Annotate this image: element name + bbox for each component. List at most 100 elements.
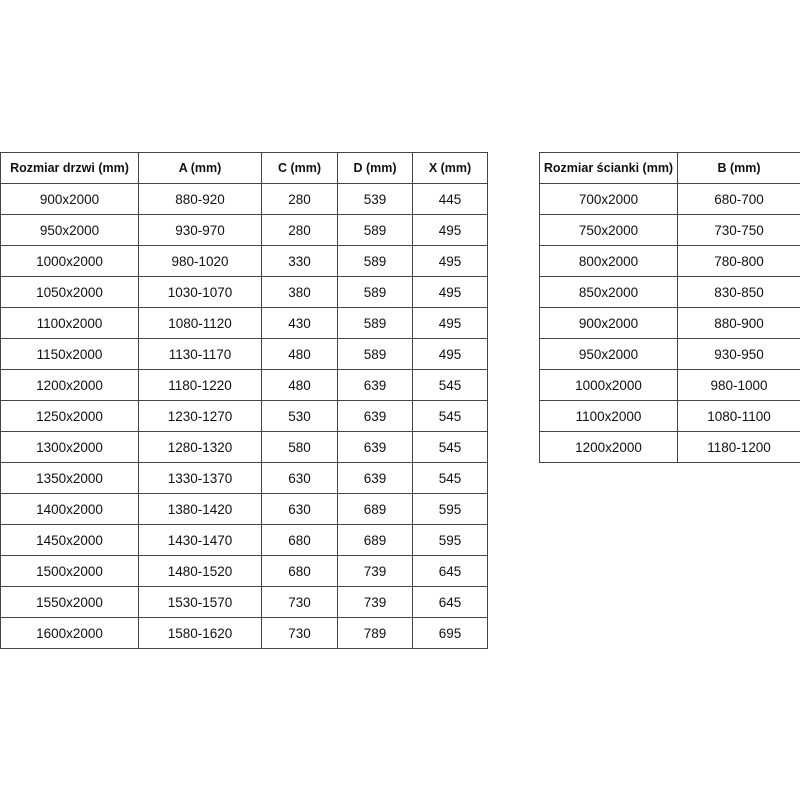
table-cell: 930-970 [138, 214, 262, 246]
table-row: 1000x2000 980-1000 [539, 369, 800, 401]
table-cell: 1330-1370 [138, 462, 262, 494]
table-cell: 280 [261, 214, 338, 246]
table-cell: 750x2000 [539, 214, 678, 246]
table-cell: 1300x2000 [0, 431, 139, 463]
table-cell: 1050x2000 [0, 276, 139, 308]
table-cell: 1430-1470 [138, 524, 262, 556]
table-cell: 880-920 [138, 183, 262, 215]
table-cell: 445 [412, 183, 488, 215]
table-cell: 645 [412, 586, 488, 618]
table-row: 1350x2000 1330-1370 630 639 545 [0, 462, 488, 494]
table-cell: 1530-1570 [138, 586, 262, 618]
table-cell: 680-700 [677, 183, 800, 215]
table-cell: 1250x2000 [0, 400, 139, 432]
table-cell: 739 [337, 586, 413, 618]
table-cell: 639 [337, 369, 413, 401]
table-row: 1100x2000 1080-1100 [539, 400, 800, 432]
table-cell: 1000x2000 [0, 245, 139, 277]
table-cell: 1150x2000 [0, 338, 139, 370]
column-header: X (mm) [412, 152, 488, 184]
table-cell: 545 [412, 431, 488, 463]
table-cell: 1180-1200 [677, 431, 800, 463]
table-row: 1550x2000 1530-1570 730 739 645 [0, 586, 488, 618]
table-cell: 330 [261, 245, 338, 277]
table-cell: 380 [261, 276, 338, 308]
table-cell: 495 [412, 214, 488, 246]
table-cell: 700x2000 [539, 183, 678, 215]
table-cell: 730 [261, 586, 338, 618]
wall-size-table: Rozmiar ścianki (mm) B (mm) 700x2000 680-7… [539, 152, 800, 463]
table-cell: 1000x2000 [539, 369, 678, 401]
column-header: B (mm) [677, 152, 800, 184]
table-cell: 900x2000 [0, 183, 139, 215]
table-cell: 630 [261, 462, 338, 494]
table-row: 1300x2000 1280-1320 580 639 545 [0, 431, 488, 463]
table-row: 900x2000 880-920 280 539 445 [0, 183, 488, 215]
table-cell: 1100x2000 [539, 400, 678, 432]
table-cell: 1400x2000 [0, 493, 139, 525]
table-row: 1500x2000 1480-1520 680 739 645 [0, 555, 488, 587]
table-cell: 480 [261, 369, 338, 401]
table-row: 1100x2000 1080-1120 430 589 495 [0, 307, 488, 339]
table-row: 950x2000 930-950 [539, 338, 800, 370]
table-cell: 589 [337, 338, 413, 370]
table-cell: 1580-1620 [138, 617, 262, 649]
table-cell: 850x2000 [539, 276, 678, 308]
table-row: 1200x2000 1180-1220 480 639 545 [0, 369, 488, 401]
table-cell: 530 [261, 400, 338, 432]
table-cell: 1550x2000 [0, 586, 139, 618]
table-row: 850x2000 830-850 [539, 276, 800, 308]
table-cell: 539 [337, 183, 413, 215]
table-row: 1450x2000 1430-1470 680 689 595 [0, 524, 488, 556]
table-cell: 1030-1070 [138, 276, 262, 308]
table-header-row: Rozmiar drzwi (mm) A (mm) C (mm) D (mm) X (m… [0, 152, 488, 184]
table-cell: 1080-1120 [138, 307, 262, 339]
table-cell: 545 [412, 400, 488, 432]
table-cell: 495 [412, 338, 488, 370]
table-cell: 1180-1220 [138, 369, 262, 401]
table-row: 1600x2000 1580-1620 730 789 695 [0, 617, 488, 649]
table-row: 1250x2000 1230-1270 530 639 545 [0, 400, 488, 432]
table-cell: 595 [412, 524, 488, 556]
table-cell: 930-950 [677, 338, 800, 370]
table-row: 700x2000 680-700 [539, 183, 800, 215]
table-row: 800x2000 780-800 [539, 245, 800, 277]
table-cell: 1100x2000 [0, 307, 139, 339]
table-row: 1200x2000 1180-1200 [539, 431, 800, 463]
table-cell: 1600x2000 [0, 617, 139, 649]
table-cell: 830-850 [677, 276, 800, 308]
door-size-table: Rozmiar drzwi (mm) A (mm) C (mm) D (mm) X (m… [0, 152, 488, 649]
table-cell: 1480-1520 [138, 555, 262, 587]
table-cell: 789 [337, 617, 413, 649]
table-body: 700x2000 680-700 750x2000 730-750 800x2000 78… [539, 183, 800, 463]
table-cell: 1130-1170 [138, 338, 262, 370]
column-header: C (mm) [261, 152, 338, 184]
table-cell: 430 [261, 307, 338, 339]
table-cell: 980-1000 [677, 369, 800, 401]
table-cell: 639 [337, 462, 413, 494]
column-header: Rozmiar ścianki (mm) [539, 152, 678, 184]
table-cell: 589 [337, 276, 413, 308]
table-cell: 1230-1270 [138, 400, 262, 432]
table-cell: 1350x2000 [0, 462, 139, 494]
table-row: 1150x2000 1130-1170 480 589 495 [0, 338, 488, 370]
table-cell: 630 [261, 493, 338, 525]
table-cell: 800x2000 [539, 245, 678, 277]
table-row: 1000x2000 980-1020 330 589 495 [0, 245, 488, 277]
table-cell: 730-750 [677, 214, 800, 246]
table-cell: 580 [261, 431, 338, 463]
table-cell: 900x2000 [539, 307, 678, 339]
table-cell: 1450x2000 [0, 524, 139, 556]
table-cell: 1500x2000 [0, 555, 139, 587]
table-row: 1050x2000 1030-1070 380 589 495 [0, 276, 488, 308]
table-cell: 695 [412, 617, 488, 649]
table-cell: 495 [412, 307, 488, 339]
table-cell: 680 [261, 555, 338, 587]
table-row: 950x2000 930-970 280 589 495 [0, 214, 488, 246]
table-cell: 545 [412, 462, 488, 494]
column-header: D (mm) [337, 152, 413, 184]
table-cell: 689 [337, 493, 413, 525]
table-row: 750x2000 730-750 [539, 214, 800, 246]
table-cell: 680 [261, 524, 338, 556]
table-cell: 639 [337, 431, 413, 463]
